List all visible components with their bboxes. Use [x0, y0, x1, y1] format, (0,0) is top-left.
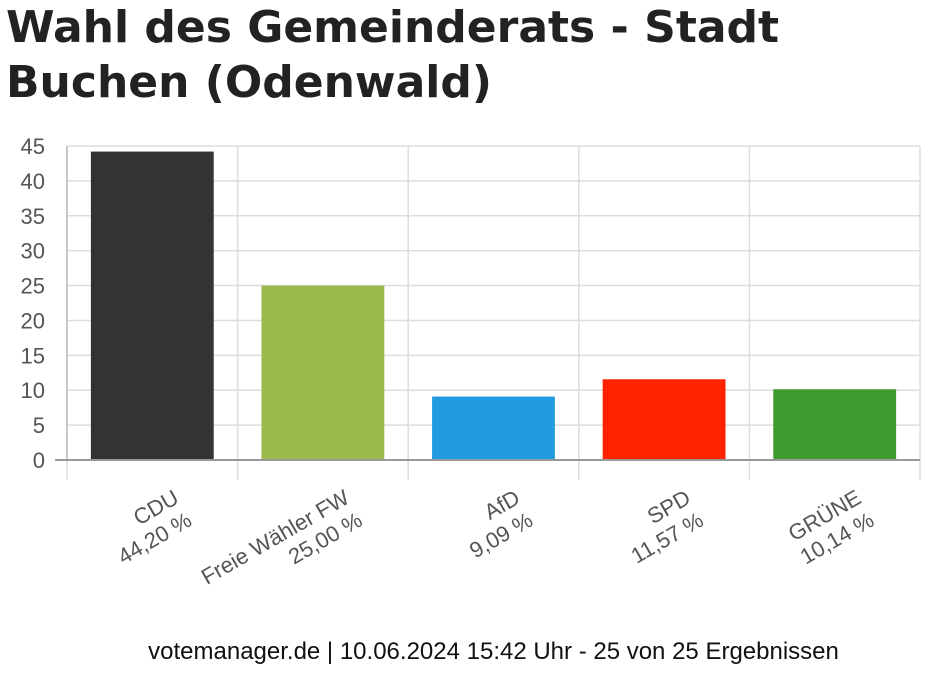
chart-title: Wahl des Gemeinderats - Stadt Buchen (Od… [6, 2, 780, 108]
y-tick-label: 15 [21, 343, 45, 368]
bar [90, 151, 214, 461]
y-tick-label: 10 [21, 378, 45, 403]
y-axis: 0 5 10 15 20 25 30 35 40 45 [21, 134, 68, 473]
bar-chart: 0 5 10 15 20 25 30 35 40 45 CDU44,20 % Freie Wähle… [21, 134, 921, 612]
y-tick-label: 40 [21, 169, 45, 194]
y-tick-label: 20 [21, 308, 45, 333]
y-tick-label: 35 [21, 204, 45, 229]
x-tick-label: GRÜNE10,14 % [783, 485, 878, 570]
y-tick-label: 5 [33, 413, 45, 438]
bar [432, 396, 555, 460]
y-tick-label: 25 [21, 274, 45, 299]
y-tick-label: 30 [21, 239, 45, 264]
bar [773, 389, 897, 460]
x-axis: CDU44,20 % Freie Wähler FW25,00 % AfD9,09 … [55, 459, 920, 612]
x-tick-label: CDU44,20 % [100, 485, 195, 570]
x-tick-label: SPD11,57 % [614, 485, 708, 569]
y-tick-label: 0 [33, 448, 45, 473]
x-tick-label: Freie Wähler FW25,00 % [197, 485, 367, 612]
bar [261, 285, 385, 460]
footer-source: votemanager.de | 10.06.2024 15:42 Uhr - … [148, 638, 839, 665]
x-tick-label: AfD9,09 % [452, 485, 537, 563]
bar [602, 379, 726, 460]
bars [90, 151, 897, 461]
y-tick-label: 45 [21, 134, 45, 159]
